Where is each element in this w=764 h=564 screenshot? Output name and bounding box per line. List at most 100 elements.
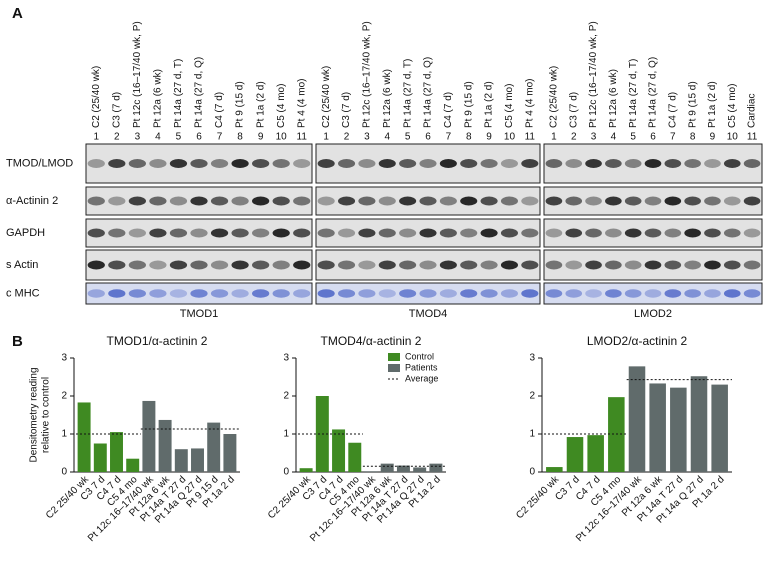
legend-swatch [388, 364, 400, 372]
lane-label: Pt 12a (6 wk) [382, 69, 393, 128]
row-label: TMOD/LMOD [6, 157, 73, 169]
lane-label: Pt 12a (6 wk) [608, 69, 619, 128]
blot-band [399, 289, 417, 298]
panel-label: A [12, 5, 23, 22]
blot-band [521, 260, 539, 270]
y-axis-label: Densitometry reading [29, 367, 40, 462]
blot-band [128, 289, 146, 298]
blot-band [210, 159, 229, 168]
lane-label: C5 (4 mo) [504, 84, 515, 128]
blot-band [149, 289, 167, 298]
blot-band [624, 260, 642, 270]
bar [142, 400, 156, 472]
blot-band [743, 196, 761, 206]
blot-band [378, 289, 396, 298]
blot-band [460, 196, 478, 206]
blot-band [378, 228, 396, 238]
bar [711, 384, 728, 472]
bar [364, 471, 378, 472]
blot-band [684, 228, 701, 238]
chart-title: LMOD2/α-actinin 2 [587, 334, 688, 348]
lane-label: Pt 1a (2 d) [255, 81, 266, 128]
blot-band [500, 260, 519, 270]
y-tick-label: 0 [61, 467, 67, 478]
bar [110, 432, 123, 472]
blot-band [585, 196, 602, 206]
blot-band [605, 228, 622, 238]
blot-band [337, 228, 356, 238]
blot-band [684, 196, 701, 206]
blot-band [231, 228, 249, 238]
chart-title: TMOD1/α-actinin 2 [107, 334, 208, 348]
blot-band [605, 196, 622, 206]
bar [191, 448, 204, 472]
y-tick-label: 2 [61, 391, 67, 402]
lane-number: 10 [276, 132, 288, 143]
blot-band [644, 289, 662, 298]
y-tick-label: 1 [283, 429, 289, 440]
blot-band [723, 159, 741, 168]
blot-band [664, 260, 682, 270]
blot-band [128, 196, 146, 206]
lane-label: Pt 12c (16–17/40 wk, P) [362, 21, 373, 128]
lane-label: Pt 1a (2 d) [707, 81, 718, 128]
blot-band [439, 196, 457, 206]
bar [566, 437, 584, 472]
blot-band [521, 289, 539, 298]
blot-band [358, 260, 376, 270]
lane-number: 9 [258, 132, 264, 143]
blot-band [108, 228, 126, 238]
bar [380, 463, 394, 472]
lane-number: 11 [747, 132, 758, 143]
blot-band [723, 260, 741, 270]
bar [174, 449, 188, 472]
blot-band [521, 196, 539, 206]
blot-band [704, 196, 721, 206]
lane-number: 1 [323, 132, 329, 143]
blot-band [704, 289, 721, 298]
lane-label: Pt 14a (27 d, T) [628, 59, 639, 128]
blot-band [190, 196, 208, 206]
blot-band [545, 228, 563, 238]
blot-band [460, 228, 478, 238]
blot-band [480, 228, 498, 238]
blot-band [108, 159, 126, 168]
blot-band [723, 289, 741, 298]
blot-band [743, 159, 761, 168]
blot-band [231, 289, 249, 298]
y-tick-label: 0 [283, 467, 289, 478]
blot-band [545, 289, 563, 298]
lane-label: Pt 9 (15 d) [235, 81, 246, 128]
lane-number: 5 [630, 132, 636, 143]
bar [348, 442, 362, 472]
lane-number: 9 [710, 132, 716, 143]
blot-band [480, 159, 498, 168]
lane-label: Pt 12c (16–17/40 wk, P) [132, 21, 143, 128]
blot-band [378, 196, 396, 206]
blot-band [624, 159, 642, 168]
blot-band [565, 228, 583, 238]
blot-band [210, 260, 229, 270]
row-label: s Actin [6, 259, 38, 271]
bar [413, 467, 427, 472]
lane-label: Pt 14a (27 d, T) [173, 59, 184, 128]
bar [649, 383, 666, 472]
lane-number: 10 [504, 132, 516, 143]
blot-band [419, 159, 437, 168]
blot-band [169, 289, 188, 298]
blot-band [210, 289, 229, 298]
lane-number: 1 [551, 132, 557, 143]
blot-band [439, 260, 457, 270]
blot-band [545, 196, 563, 206]
lane-label: Pt 1a (2 d) [484, 81, 495, 128]
blot-band [358, 159, 376, 168]
blot-band [723, 196, 741, 206]
blot-band [664, 289, 682, 298]
blot-band [419, 228, 437, 238]
blot-band [317, 196, 335, 206]
y-tick-label: 2 [283, 391, 289, 402]
blot-band [644, 228, 662, 238]
lane-label: Pt 4 (4 mo) [296, 79, 307, 128]
lane-number: 11 [525, 132, 536, 143]
lane-label: Pt 14a (27 d, T) [402, 59, 413, 128]
